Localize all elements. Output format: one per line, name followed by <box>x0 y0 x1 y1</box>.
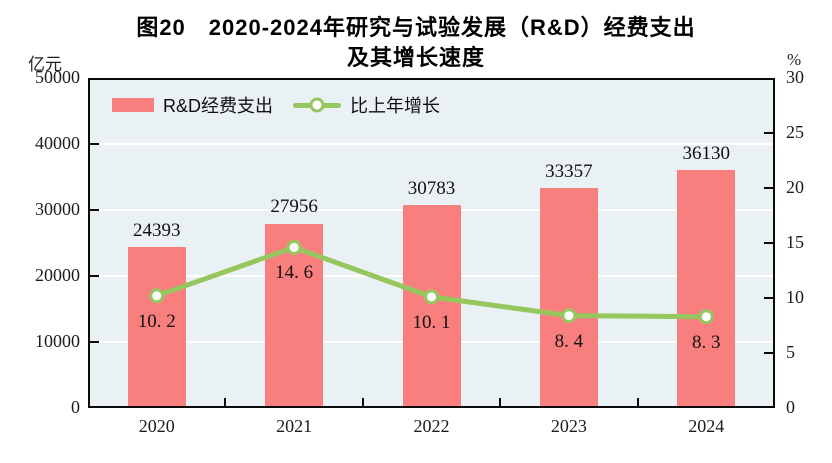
x-axis-tick-label: 2021 <box>276 416 313 436</box>
x-axis-tick-label: 2020 <box>138 416 175 436</box>
bar-2023 <box>539 187 598 408</box>
chart-title-line1: 图20 2020-2024年研究与试验发展（R&D）经费支出 <box>136 15 696 40</box>
x-axis-tick-label: 2022 <box>413 416 450 436</box>
right-axis-tick-label: 30 <box>786 67 804 87</box>
line-marker <box>149 288 165 304</box>
left-axis-tick-label: 0 <box>71 397 80 417</box>
right-axis-tick-label: 0 <box>786 397 795 417</box>
line-marker <box>698 309 714 325</box>
right-axis-tick-label: 5 <box>786 342 795 362</box>
right-axis-tick-label: 10 <box>786 287 804 307</box>
legend-label: R&D经费支出 <box>163 96 274 116</box>
left-axis-tick-label: 20000 <box>35 265 80 285</box>
bar-2024 <box>677 169 736 408</box>
legend-item-growth-rate: 比上年增长 <box>293 92 440 118</box>
gridline <box>88 143 775 145</box>
right-axis-tick-label: 25 <box>786 122 804 142</box>
left-axis-tick-label: 10000 <box>35 331 80 351</box>
right-axis-tick-label: 15 <box>786 232 804 252</box>
x-axis-tick-label: 2024 <box>688 416 725 436</box>
line-marker <box>561 308 577 324</box>
left-axis-tick <box>88 209 99 211</box>
right-axis-tick <box>764 352 775 354</box>
x-axis-tick <box>361 398 364 408</box>
bar-value-label: 36130 <box>682 142 731 164</box>
bar-value-label: 27956 <box>270 196 318 218</box>
growth-line-layer <box>149 239 714 325</box>
left-axis-tick <box>88 143 99 145</box>
growth-value-label: 8. 4 <box>554 330 584 352</box>
growth-value-label: 10. 1 <box>412 311 451 333</box>
right-axis-tick <box>764 132 775 134</box>
bar-series-swatch-icon <box>112 98 154 112</box>
left-axis-tick-label: 50000 <box>35 67 80 87</box>
bar-2020 <box>127 247 186 408</box>
growth-value-label: 8. 3 <box>692 331 721 353</box>
left-axis-tick-label: 40000 <box>35 133 80 153</box>
x-axis-tick-label: 2023 <box>550 416 587 436</box>
line-marker <box>424 289 439 305</box>
line-marker <box>286 239 302 255</box>
x-axis-tick <box>636 398 639 408</box>
legend: R&D经费支出 比上年增长 <box>112 92 440 118</box>
bar-value-label: 24393 <box>132 220 181 241</box>
line-series-marker-icon <box>293 97 342 113</box>
growth-line <box>154 244 709 320</box>
right-axis-tick-label: 20 <box>786 177 804 197</box>
bar-value-label: 33357 <box>545 160 593 182</box>
legend-label: 比上年增长 <box>350 96 441 116</box>
left-axis-tick-label: 30000 <box>35 199 80 219</box>
right-axis-tick <box>764 187 775 189</box>
right-axis-tick <box>764 242 775 244</box>
bar-2022 <box>402 204 461 408</box>
x-axis-tick <box>224 398 227 408</box>
left-axis-unit-label: 亿元 <box>28 55 62 74</box>
x-axis-tick <box>499 398 502 408</box>
left-axis-tick <box>88 341 99 343</box>
legend-item-rd-expenditure: R&D经费支出 <box>112 92 273 118</box>
left-axis-tick <box>88 275 99 277</box>
bar-value-label: 30783 <box>407 177 456 199</box>
right-axis-tick <box>764 297 775 299</box>
growth-value-label: 10. 2 <box>137 310 176 332</box>
plot-area: R&D经费支出 比上年增长 24393 27956 30783 33357 36130 1… <box>88 78 775 408</box>
chart-title-line2: 及其增长速度 <box>346 45 485 70</box>
right-axis-unit-label: % <box>787 50 802 69</box>
growth-value-label: 14. 6 <box>275 262 314 284</box>
